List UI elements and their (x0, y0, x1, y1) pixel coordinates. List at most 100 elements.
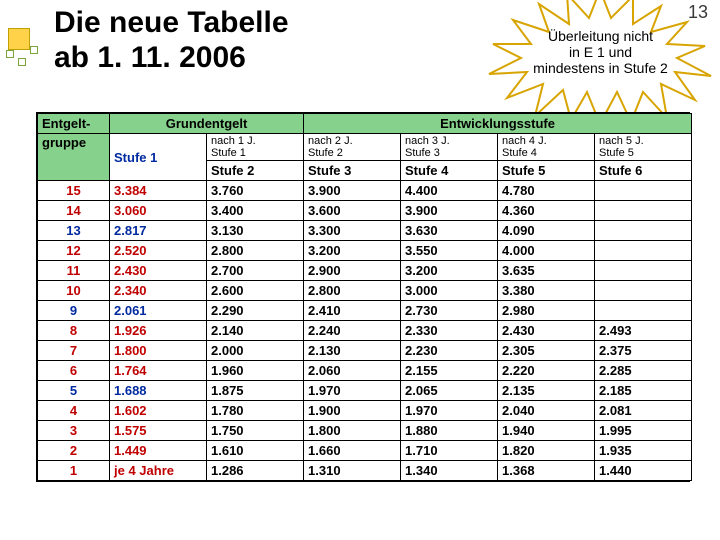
cell: 1.940 (498, 421, 595, 441)
cell: 1.340 (401, 461, 498, 481)
cell: 2.800 (304, 281, 401, 301)
row-group: 4 (38, 401, 110, 421)
cell: 3.060 (110, 201, 207, 221)
cell: 2.000 (207, 341, 304, 361)
row-group: 7 (38, 341, 110, 361)
cell: 1.764 (110, 361, 207, 381)
cell: 1.970 (401, 401, 498, 421)
cell: 2.140 (207, 321, 304, 341)
hdr-entwicklungsstufe: Entwicklungsstufe (304, 114, 692, 134)
cell: 1.800 (110, 341, 207, 361)
cell: 1.710 (401, 441, 498, 461)
cell (595, 201, 692, 221)
cell (595, 241, 692, 261)
cell: 3.900 (401, 201, 498, 221)
cell: 1.310 (304, 461, 401, 481)
cell: 1.960 (207, 361, 304, 381)
cell: 2.817 (110, 221, 207, 241)
cell: 2.130 (304, 341, 401, 361)
cell: 1.575 (110, 421, 207, 441)
table-row: 21.4491.6101.6601.7101.8201.935 (38, 441, 692, 461)
cell: 3.130 (207, 221, 304, 241)
cell: 4.000 (498, 241, 595, 261)
cell (595, 281, 692, 301)
cell: 2.290 (207, 301, 304, 321)
cell: 1.440 (595, 461, 692, 481)
cell: 1.610 (207, 441, 304, 461)
row-group: 9 (38, 301, 110, 321)
table-row: 122.5202.8003.2003.5504.000 (38, 241, 692, 261)
cell: 3.760 (207, 181, 304, 201)
cell: 3.600 (304, 201, 401, 221)
row-group: 14 (38, 201, 110, 221)
row-group: 1 (38, 461, 110, 481)
hdr-stufe-label-2: Stufe 4 (401, 161, 498, 181)
row-group: 13 (38, 221, 110, 241)
cell: 2.700 (207, 261, 304, 281)
table-row: 71.8002.0002.1302.2302.3052.375 (38, 341, 692, 361)
cell: 2.060 (304, 361, 401, 381)
cell: 2.375 (595, 341, 692, 361)
title-line-2: ab 1. 11. 2006 (54, 41, 246, 74)
cell: 1.820 (498, 441, 595, 461)
cell: 2.330 (401, 321, 498, 341)
cell: 2.600 (207, 281, 304, 301)
cell: 1.286 (207, 461, 304, 481)
slide-title: Die neue Tabelle ab 1. 11. 2006 (54, 6, 289, 75)
cell: 3.384 (110, 181, 207, 201)
cell: 2.305 (498, 341, 595, 361)
hdr-stufe-label-4: Stufe 6 (595, 161, 692, 181)
cell: 2.285 (595, 361, 692, 381)
cell: 1.449 (110, 441, 207, 461)
salary-table: Entgelt- Grundentgelt Entwicklungsstufe … (37, 113, 692, 481)
cell: 2.230 (401, 341, 498, 361)
cell: 2.430 (110, 261, 207, 281)
cell: 2.410 (304, 301, 401, 321)
cell (595, 221, 692, 241)
table-body: 153.3843.7603.9004.4004.780143.0603.4003… (38, 181, 692, 481)
table-row: 92.0612.2902.4102.7302.980 (38, 301, 692, 321)
cell: 3.380 (498, 281, 595, 301)
table-row: 143.0603.4003.6003.9004.360 (38, 201, 692, 221)
table-row: 102.3402.6002.8003.0003.380 (38, 281, 692, 301)
row-group: 6 (38, 361, 110, 381)
row-group: 11 (38, 261, 110, 281)
hdr-sub-1: nach 2 J.Stufe 2 (304, 134, 401, 161)
hdr-gruppe: gruppe (38, 134, 110, 181)
cell: 4.090 (498, 221, 595, 241)
cell: 2.730 (401, 301, 498, 321)
cell: 1.935 (595, 441, 692, 461)
cell: 2.980 (498, 301, 595, 321)
cell: 3.635 (498, 261, 595, 281)
header-row-1: Entgelt- Grundentgelt Entwicklungsstufe (38, 114, 692, 134)
cell: 1.368 (498, 461, 595, 481)
cell: 2.430 (498, 321, 595, 341)
table-row: 61.7641.9602.0602.1552.2202.285 (38, 361, 692, 381)
cell: 2.081 (595, 401, 692, 421)
cell: 2.800 (207, 241, 304, 261)
cell: 1.688 (110, 381, 207, 401)
hdr-sub-2: nach 3 J.Stufe 3 (401, 134, 498, 161)
table-row: 153.3843.7603.9004.4004.780 (38, 181, 692, 201)
cell: 1.880 (401, 421, 498, 441)
cell: 1.750 (207, 421, 304, 441)
cell: 2.061 (110, 301, 207, 321)
cell: 1.875 (207, 381, 304, 401)
row-group: 10 (38, 281, 110, 301)
cell: 2.900 (304, 261, 401, 281)
cell: 1.900 (304, 401, 401, 421)
hdr-sub-4: nach 5 J.Stufe 5 (595, 134, 692, 161)
table-row: 81.9262.1402.2402.3302.4302.493 (38, 321, 692, 341)
row-group: 5 (38, 381, 110, 401)
cell: 1.970 (304, 381, 401, 401)
cell: 1.660 (304, 441, 401, 461)
cell (595, 261, 692, 281)
row-group: 2 (38, 441, 110, 461)
row-group: 15 (38, 181, 110, 201)
hdr-sub-0: nach 1 J.Stufe 1 (207, 134, 304, 161)
cell: 1.995 (595, 421, 692, 441)
cell: 1.780 (207, 401, 304, 421)
header-row-2: gruppe Stufe 1 nach 1 J.Stufe 1 nach 2 J… (38, 134, 692, 161)
hdr-sub-3: nach 4 J.Stufe 4 (498, 134, 595, 161)
cell: 1.800 (304, 421, 401, 441)
